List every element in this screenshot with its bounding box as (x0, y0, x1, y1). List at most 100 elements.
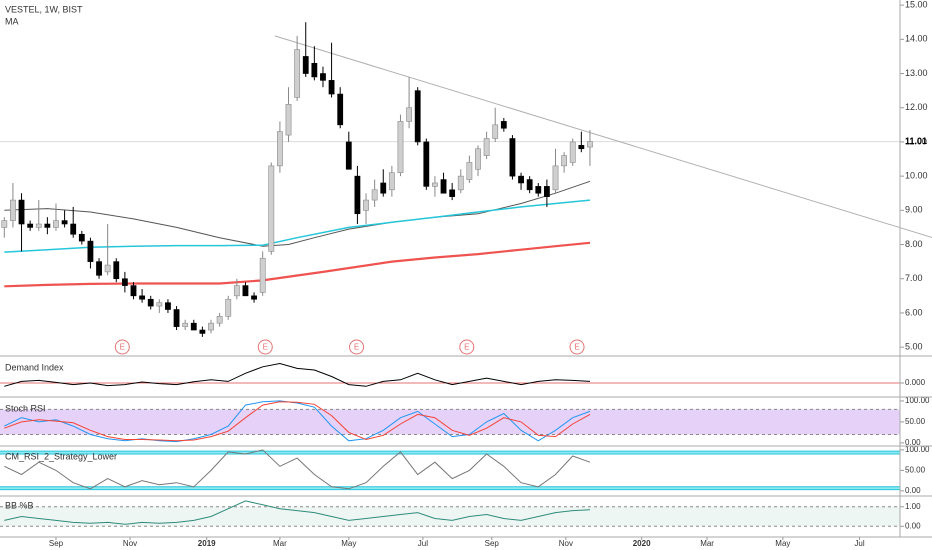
trendline (274, 35, 932, 238)
candle-body (147, 298, 154, 307)
indicator-title: CM_RSI_2_Strategy_Lower (5, 451, 117, 461)
candle-body (225, 298, 232, 317)
candle-body (423, 141, 430, 187)
y-tick-label: 1.00 (905, 502, 921, 511)
candle-body (569, 141, 576, 163)
indicator-band (0, 486, 900, 490)
candle-body (216, 316, 223, 324)
moving-average (4, 180, 591, 247)
candle-body (96, 261, 102, 276)
y-tick-label: 8.00 (905, 239, 923, 249)
candle-body (475, 148, 481, 170)
candle-body (233, 285, 240, 297)
earnings-label: E (263, 343, 268, 352)
y-tick-label: 9.00 (905, 205, 923, 215)
candle-body (449, 189, 456, 197)
y-tick-label: 50.00 (905, 417, 926, 426)
y-tick-label: 50.00 (905, 465, 926, 474)
y-tick-label: 14.00 (905, 34, 928, 44)
indicator-line (4, 401, 591, 442)
y-tick-label: 0.000 (905, 378, 926, 387)
indicator-line (4, 500, 591, 525)
x-tick-label: Nov (123, 539, 137, 548)
earnings-label: E (574, 343, 579, 352)
candle-body (320, 73, 326, 81)
y-tick-label: 11.00 (905, 136, 927, 146)
candle-body (552, 165, 559, 191)
indicator-title: Demand Index (5, 362, 64, 372)
candle-body (466, 162, 473, 180)
indicator-title: BB %B (5, 500, 34, 510)
moving-average (4, 199, 591, 253)
y-tick-label: 12.00 (905, 102, 928, 112)
candle-body (35, 223, 42, 228)
candle-body (208, 322, 214, 331)
candle-body (53, 220, 59, 228)
candle-body (311, 62, 318, 78)
candle-body (302, 56, 309, 74)
candle-body (526, 179, 533, 191)
candle-body (388, 172, 395, 191)
earnings-label: E (354, 343, 359, 352)
candle-body (500, 121, 507, 129)
candle-body (345, 141, 352, 170)
candle-body (535, 186, 542, 194)
candle-body (414, 90, 421, 143)
earnings-label: E (464, 343, 469, 352)
indicator-line (4, 449, 591, 490)
candle-body (285, 104, 292, 136)
candle-body (259, 257, 266, 293)
candle-body (397, 121, 404, 174)
candle-body (440, 179, 447, 194)
y-tick-label: 100.00 (905, 445, 930, 454)
last-price-label: 11.01 (905, 136, 927, 146)
candle-body (104, 264, 111, 273)
indicator-line (4, 362, 591, 387)
moving-average (4, 241, 591, 288)
x-tick-label: May (341, 539, 356, 548)
chart-subtitle: MA (5, 16, 19, 26)
earnings-marker (114, 339, 130, 355)
y-tick-label: 5.00 (905, 342, 923, 352)
y-tick-label: 10.00 (905, 171, 928, 181)
x-tick-label: Mar (273, 539, 287, 548)
candle-body (173, 309, 180, 327)
x-tick-label: May (775, 539, 790, 548)
candle-body (10, 199, 16, 221)
candle-body (354, 175, 361, 215)
indicator-line (4, 400, 591, 443)
candle-body (371, 189, 378, 201)
candle-body (61, 220, 68, 225)
candle-body (432, 182, 438, 187)
candle-body (70, 223, 77, 235)
candle-body (190, 322, 197, 331)
candle-body (121, 278, 128, 286)
candle-body (587, 141, 593, 148)
candle-body (78, 233, 85, 242)
chart-title: VESTEL, 1W, BIST (5, 4, 83, 14)
y-tick-label: 100.00 (905, 396, 930, 405)
candle-body (268, 165, 275, 252)
indicator-band (0, 506, 900, 527)
candle-body (87, 240, 94, 262)
x-tick-label: Jul (854, 539, 864, 548)
candle-body (578, 145, 585, 150)
candle-body (457, 175, 464, 191)
y-tick-label: 0.00 (905, 486, 921, 495)
candle-body (251, 295, 257, 300)
candle-body (1, 220, 8, 228)
earnings-marker (569, 339, 585, 355)
candle-body (130, 285, 137, 297)
y-tick-label: 0.00 (905, 521, 921, 530)
indicator-band (0, 451, 900, 454)
candle-body (294, 49, 301, 98)
y-tick-label: 15.00 (905, 0, 928, 10)
candle-body (483, 138, 490, 156)
candle-body (406, 107, 412, 122)
candle-body (165, 302, 171, 310)
candle-body (27, 223, 34, 228)
x-tick-label: Mar (700, 539, 714, 548)
earnings-marker (459, 339, 475, 355)
